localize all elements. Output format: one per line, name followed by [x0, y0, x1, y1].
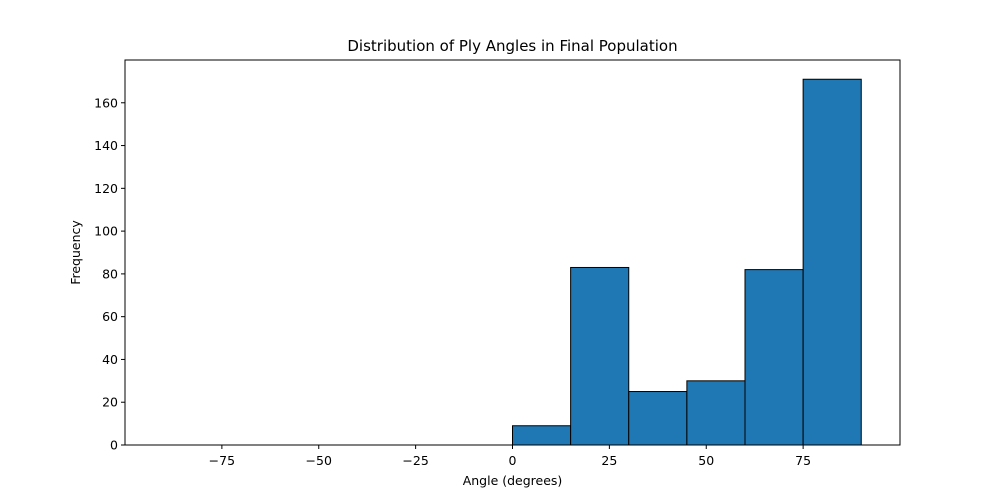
y-tick-label: 80: [102, 266, 118, 281]
x-axis-label: Angle (degrees): [463, 473, 563, 488]
bars-group: [512, 78, 862, 446]
x-tick-label: −50: [306, 453, 332, 468]
histogram-bar: [744, 269, 804, 446]
histogram-bar: [512, 425, 572, 446]
histogram-bar: [628, 391, 688, 446]
y-tick-label: 60: [102, 309, 118, 324]
chart-title: Distribution of Ply Angles in Final Popu…: [347, 37, 677, 55]
x-tick-label: 25: [601, 453, 617, 468]
histogram-bar: [686, 380, 746, 446]
histogram-bar: [570, 266, 630, 446]
x-tick-label: 0: [509, 453, 517, 468]
y-tick-label: 40: [102, 352, 118, 367]
y-tick-label: 0: [110, 438, 118, 453]
y-tick-label: 120: [94, 181, 118, 196]
y-tick-label: 160: [94, 95, 118, 110]
x-tick-label: −25: [402, 453, 428, 468]
y-axis-label: Frequency: [68, 220, 83, 285]
y-axis: 0 20 40 60 80 100 120 140 160: [94, 95, 125, 453]
y-tick-label: 100: [94, 224, 118, 239]
histogram-bar: [802, 78, 862, 446]
x-tick-label: −75: [209, 453, 235, 468]
y-tick-label: 140: [94, 138, 118, 153]
x-tick-label: 50: [698, 453, 714, 468]
x-axis: −75 −50 −25 0 25 50 75: [209, 445, 811, 468]
x-tick-label: 75: [795, 453, 811, 468]
y-tick-label: 20: [102, 395, 118, 410]
